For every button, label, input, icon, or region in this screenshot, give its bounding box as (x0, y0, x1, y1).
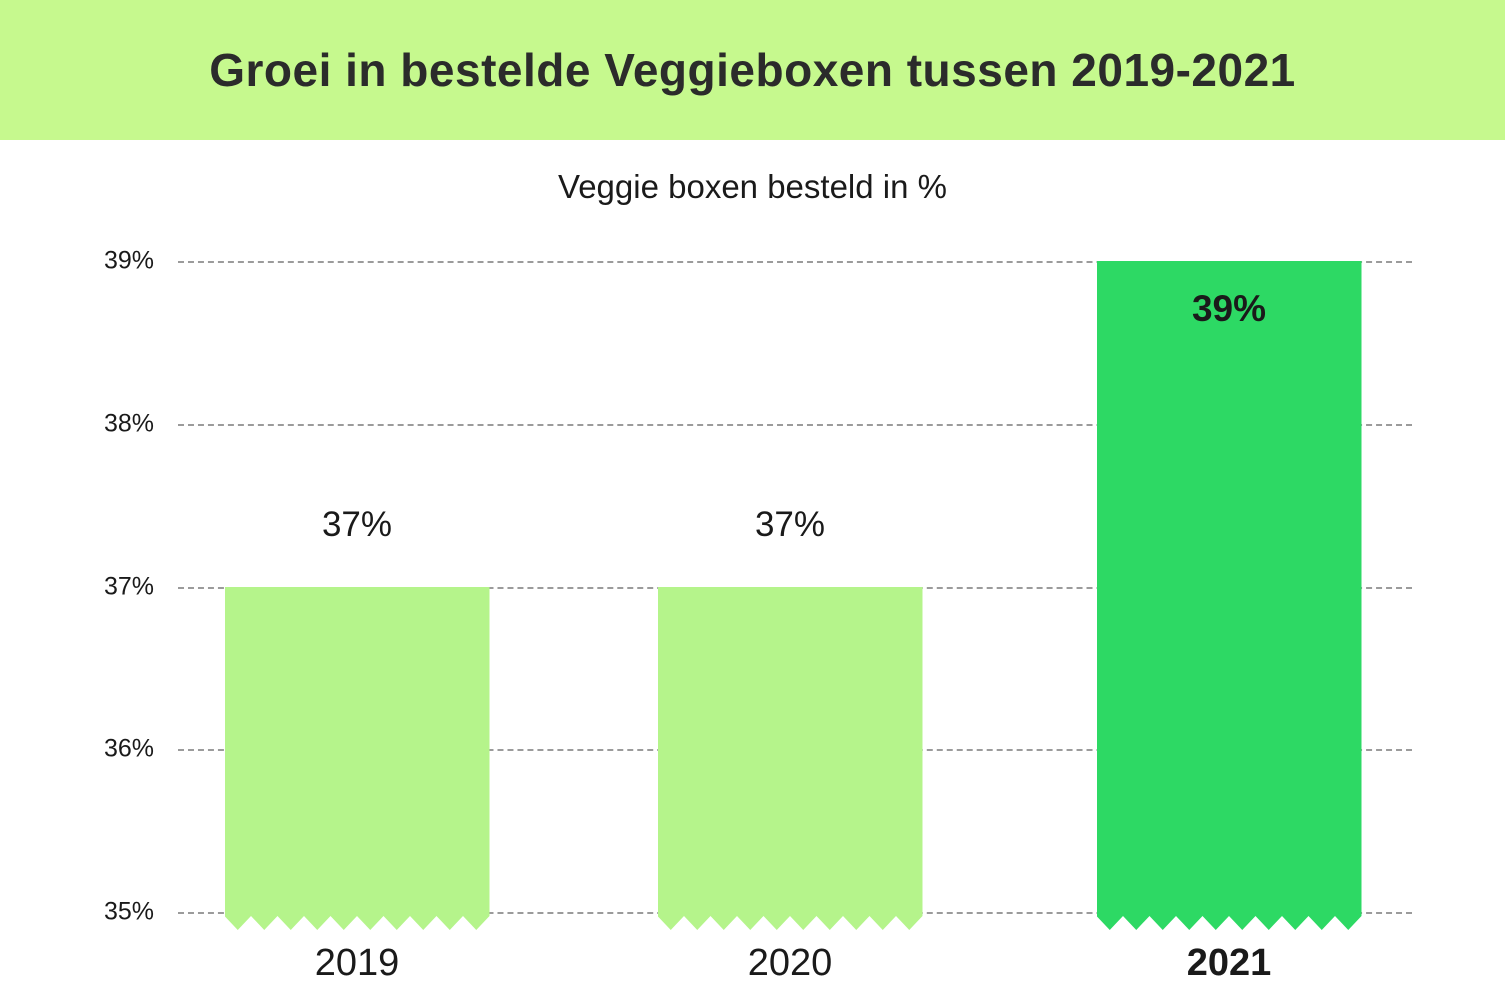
value-label-2019: 37% (321, 505, 393, 544)
x-axis-label-2021: 2021 (1186, 942, 1272, 984)
y-axis-label: 37% (103, 572, 154, 600)
gridline (178, 423, 1412, 426)
y-axis-label: 39% (103, 246, 154, 275)
bar-2021 (1097, 261, 1362, 930)
bar-2019 (225, 587, 490, 931)
y-axis-label: 35% (103, 897, 154, 926)
gridline (178, 261, 1412, 263)
chart-title: Veggie boxen besteld in % (558, 168, 947, 205)
y-axis-label: 38% (103, 409, 154, 438)
bar-2020 (658, 587, 923, 931)
page-title: Groei in bestelde Veggieboxen tussen 201… (209, 44, 1296, 96)
x-axis-label-2020: 2020 (747, 942, 833, 984)
value-label-2021: 39% (1191, 288, 1267, 329)
x-axis-label-2019: 2019 (314, 942, 400, 984)
value-label-2020: 37% (754, 505, 826, 544)
header-banner: Groei in bestelde Veggieboxen tussen 201… (0, 0, 1505, 140)
y-axis-label: 36% (103, 734, 154, 763)
